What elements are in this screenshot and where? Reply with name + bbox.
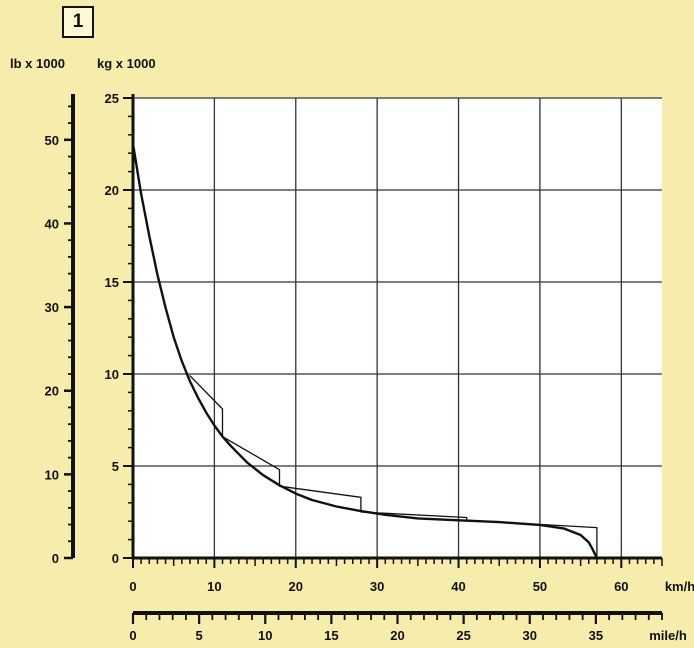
axes: 0 5 10 15 20 25 0 10 20 30 40 50 0 10 20 30 40 50 60 km/h 0 5…: [45, 91, 694, 643]
y-axis-secondary-tick-label: 10: [45, 467, 59, 482]
y-axis-primary-tick-label: 25: [105, 91, 119, 106]
y-axis-primary-tick-label: 0: [112, 551, 119, 566]
x-axis-secondary-tick-label: 25: [456, 628, 470, 643]
x-axis-primary-tick-label: 50: [533, 579, 547, 594]
x-axis-primary-tick-label: 20: [289, 579, 303, 594]
x-axis-primary-tick-label: 10: [207, 579, 221, 594]
x-axis-primary-unit-label: km/h: [665, 579, 694, 594]
x-axis-secondary-unit-label: mile/h: [649, 628, 687, 643]
x-axis-secondary-tick-label: 5: [196, 628, 203, 643]
data-series: [131, 142, 599, 560]
x-axis-primary-tick-label: 30: [370, 579, 384, 594]
x-axis-secondary-tick-label: 30: [523, 628, 537, 643]
series-line-ideal: [131, 142, 599, 560]
x-axis-secondary-tick-label: 10: [258, 628, 272, 643]
y-axis-secondary-tick-label: 0: [52, 551, 59, 566]
y-axis-primary-tick-label: 10: [105, 367, 119, 382]
y-axis-secondary-tick-label: 20: [45, 384, 59, 399]
y-axis-primary-tick-label: 20: [105, 183, 119, 198]
figure-number-badge: 1: [62, 6, 94, 38]
y-axis-primary-tick-label: 15: [105, 275, 119, 290]
x-axis-secondary-tick-label: 15: [324, 628, 338, 643]
x-axis-primary-tick-label: 40: [451, 579, 465, 594]
y-axis-primary-tick-label: 5: [112, 459, 119, 474]
y-axis-secondary-tick-label: 40: [45, 216, 59, 231]
x-axis-secondary-tick-label: 0: [129, 628, 136, 643]
y-axis-primary-unit-label: kg x 1000: [97, 56, 156, 71]
y-axis-secondary-unit-label: lb x 1000: [10, 56, 65, 71]
y-axis-secondary-tick-label: 50: [45, 133, 59, 148]
grid-lines: [133, 97, 662, 558]
plot-area: [133, 98, 662, 558]
y-axis-secondary-tick-label: 30: [45, 300, 59, 315]
x-axis-secondary-tick-label: 35: [589, 628, 603, 643]
x-axis-primary-tick-label: 0: [129, 579, 136, 594]
x-axis-secondary-tick-label: 20: [390, 628, 404, 643]
series-line-stepped: [189, 375, 598, 559]
x-axis-primary-tick-label: 60: [614, 579, 628, 594]
